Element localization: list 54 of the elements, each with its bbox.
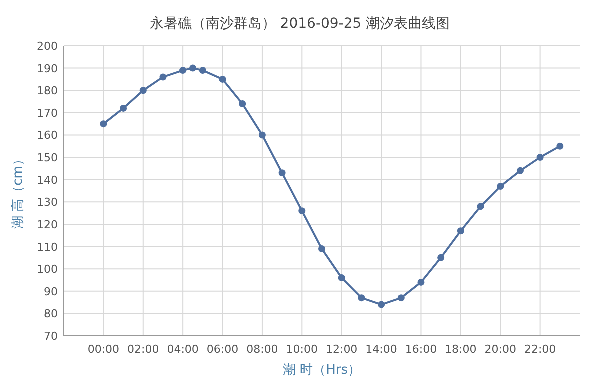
y-tick-label: 180: [37, 84, 58, 98]
x-tick-label: 06:00: [206, 343, 239, 356]
point: [258, 132, 266, 139]
point: [536, 154, 544, 162]
point: [457, 228, 464, 235]
point: [120, 104, 128, 112]
x-tick-label: 04:00: [167, 343, 199, 356]
point: [140, 87, 147, 94]
y-tick-label: 120: [37, 218, 58, 232]
x-tick-label: 14:00: [366, 343, 398, 356]
y-tick-label: 170: [37, 106, 58, 120]
x-tick-label: 18:00: [445, 343, 477, 356]
x-tick-label: 02:00: [128, 343, 160, 356]
point: [556, 142, 564, 150]
y-tick-label: 190: [37, 62, 58, 76]
x-tick-label: 20:00: [484, 343, 516, 356]
point: [100, 120, 108, 128]
y-tick-label: 100: [37, 263, 58, 276]
point: [180, 67, 187, 74]
point: [497, 183, 504, 190]
point: [298, 208, 306, 215]
point: [318, 246, 326, 252]
point: [239, 100, 246, 108]
x-axis-title: 潮 时（Hrs）: [282, 363, 362, 378]
y-tick-label: 70: [44, 330, 58, 343]
x-tick-label: 08:00: [246, 343, 278, 356]
point: [219, 76, 226, 83]
y-tick-label: 150: [37, 152, 58, 165]
x-tick-label: 16:00: [405, 343, 438, 356]
point: [358, 294, 366, 302]
y-tick-label: 80: [44, 308, 58, 321]
point: [278, 170, 286, 177]
point: [378, 301, 386, 308]
point: [477, 203, 484, 210]
point: [199, 67, 206, 74]
y-axis-title: 潮 高（cm）: [10, 153, 26, 229]
x-tick-label: 22:00: [524, 343, 556, 356]
point: [160, 74, 167, 81]
y-tick-label: 130: [37, 196, 58, 210]
point: [418, 278, 425, 286]
chart-title: 永暑礁（南沙群岛） 2016-09-25 潮汐表曲线图: [150, 16, 450, 32]
point: [516, 167, 524, 174]
y-tick-label: 200: [37, 40, 58, 53]
x-tick-label: 00:00: [88, 343, 120, 356]
y-tick-label: 160: [37, 129, 58, 142]
y-tick-label: 90: [44, 285, 58, 298]
point: [338, 274, 346, 282]
y-tick-label: 140: [37, 174, 58, 187]
y-tick-label: 110: [37, 240, 58, 254]
point: [438, 254, 445, 262]
point: [190, 64, 196, 72]
x-tick-label: 10:00: [286, 343, 318, 356]
point: [398, 294, 405, 302]
x-tick-label: 12:00: [326, 343, 358, 356]
